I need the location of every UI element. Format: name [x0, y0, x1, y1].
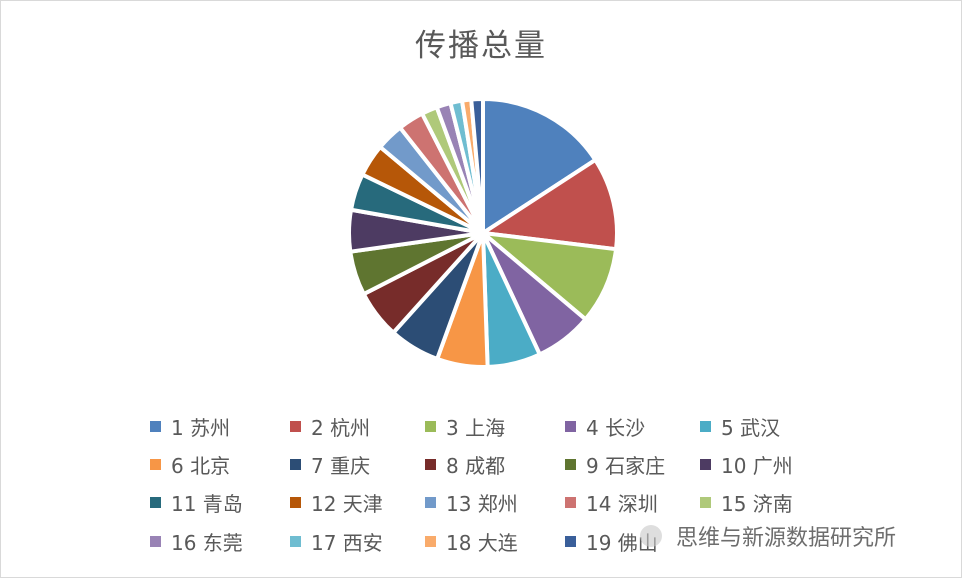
legend-item: 11 青岛 [150, 488, 243, 517]
legend-item: 10 广州 [700, 450, 793, 479]
legend-label: 1 苏州 [171, 416, 231, 440]
legend-label: 4 长沙 [586, 416, 646, 440]
legend-swatch [150, 536, 161, 547]
legend-swatch [700, 459, 711, 470]
legend-item: 17 西安 [290, 527, 383, 556]
pie-chart [347, 97, 619, 369]
legend-label: 18 大连 [446, 531, 518, 555]
watermark-logo-icon [640, 525, 662, 547]
legend-swatch [565, 421, 576, 432]
legend-item: 2 杭州 [290, 412, 370, 441]
legend-swatch [150, 459, 161, 470]
legend-label: 8 成都 [446, 454, 506, 478]
legend-label: 16 东莞 [171, 531, 243, 555]
legend-label: 6 北京 [171, 454, 231, 478]
legend-item: 4 长沙 [565, 412, 645, 441]
legend-item: 3 上海 [425, 412, 505, 441]
legend-label: 13 郑州 [446, 492, 518, 516]
legend-item: 8 成都 [425, 450, 505, 479]
legend-label: 14 深圳 [586, 492, 658, 516]
legend-swatch [425, 536, 436, 547]
chart-title: 传播总量 [415, 28, 547, 64]
legend-swatch [700, 421, 711, 432]
legend-item: 1 苏州 [150, 412, 230, 441]
legend-item: 14 深圳 [565, 488, 658, 517]
pie-slice-19 [469, 97, 485, 235]
legend-item: 16 东莞 [150, 527, 243, 556]
legend-label: 2 杭州 [311, 416, 371, 440]
legend-label: 9 石家庄 [586, 454, 666, 478]
legend-label: 17 西安 [311, 531, 383, 555]
legend-item: 12 天津 [290, 488, 383, 517]
legend-label: 11 青岛 [171, 492, 243, 516]
legend-item: 13 郑州 [425, 488, 518, 517]
pie-slice-2 [481, 157, 619, 252]
legend-swatch [565, 497, 576, 508]
legend-swatch [150, 497, 161, 508]
legend-item: 6 北京 [150, 450, 230, 479]
legend-label: 12 天津 [311, 492, 383, 516]
watermark-text: 思维与新源数据研究所 [676, 526, 897, 551]
legend-label: 3 上海 [446, 416, 506, 440]
legend-swatch [425, 497, 436, 508]
watermark: 思维与新源数据研究所 [640, 520, 896, 552]
pie-slice-1 [481, 97, 598, 235]
legend-swatch [290, 536, 301, 547]
legend-label: 7 重庆 [311, 454, 371, 478]
legend-item: 18 大连 [425, 527, 518, 556]
legend-swatch [700, 497, 711, 508]
legend-item: 9 石家庄 [565, 450, 665, 479]
legend-swatch [150, 421, 161, 432]
legend-swatch [565, 459, 576, 470]
legend-swatch [565, 536, 576, 547]
legend-label: 10 广州 [721, 454, 793, 478]
legend-item: 15 济南 [700, 488, 793, 517]
legend-swatch [290, 497, 301, 508]
legend-label: 15 济南 [721, 492, 793, 516]
legend-swatch [290, 421, 301, 432]
legend-swatch [425, 459, 436, 470]
legend-swatch [425, 421, 436, 432]
legend-item: 5 武汉 [700, 412, 780, 441]
legend-item: 7 重庆 [290, 450, 370, 479]
legend-swatch [290, 459, 301, 470]
legend-label: 5 武汉 [721, 416, 781, 440]
